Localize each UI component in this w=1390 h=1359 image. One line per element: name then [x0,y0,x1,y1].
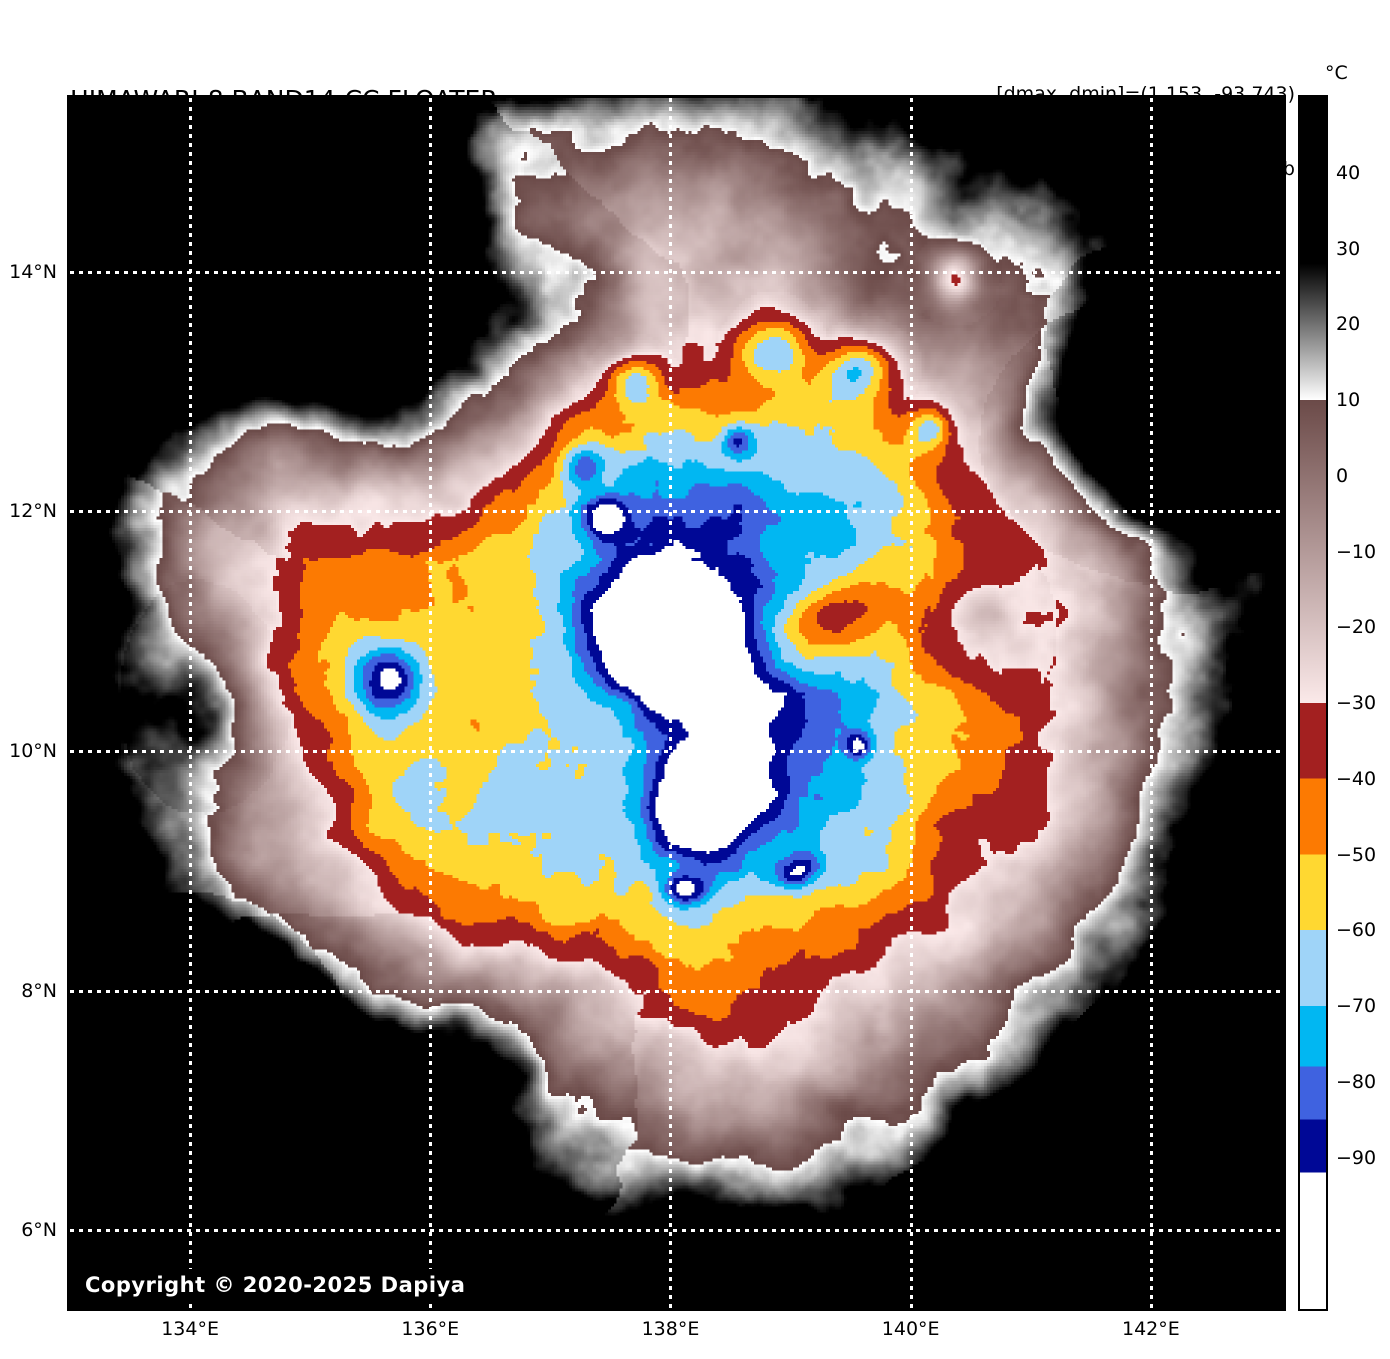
colorbar-tick-30: 30 [1336,237,1361,260]
x-tick-label-134: 134°E [161,1318,219,1340]
temperature-colorbar[interactable] [1298,95,1328,1311]
satellite-image-plot[interactable]: Copyright © 2020-2025 Dapiya [67,95,1286,1311]
copyright-banner: Copyright © 2020-2025 Dapiya [75,1269,476,1302]
colorbar-unit-label: °C [1325,62,1348,84]
colorbar-gradient [1300,97,1326,1309]
y-tick-label-8: 8°N [21,979,57,1002]
colorbar-tick--60: −60 [1336,919,1377,942]
x-tick-label-140: 140°E [881,1318,940,1340]
y-tick-label-14: 14°N [9,260,57,283]
x-tick-label-136: 136°E [401,1318,460,1340]
colorbar-tick--10: −10 [1336,540,1377,563]
y-tick-label-6: 6°N [21,1219,57,1242]
colorbar-tick-20: 20 [1336,313,1361,336]
colorbar-tick-0: 0 [1336,464,1349,487]
colorbar-tick--20: −20 [1336,616,1377,639]
colorbar-tick--50: −50 [1336,843,1377,866]
colorbar-tick--30: −30 [1336,692,1377,714]
x-tick-label-142: 142°E [1122,1318,1180,1340]
colorbar-tick--80: −80 [1336,1070,1377,1093]
colorbar-tick-10: 10 [1336,389,1361,411]
x-tick-label-138: 138°E [641,1318,700,1340]
colorbar-tick--90: −90 [1336,1146,1377,1169]
infrared-heatmap-canvas [70,98,1283,1308]
colorbar-tick-40: 40 [1336,161,1361,184]
colorbar-tick--70: −70 [1336,995,1377,1017]
y-tick-label-12: 12°N [9,500,57,523]
y-tick-label-10: 10°N [9,739,57,762]
colorbar-tick--40: −40 [1336,767,1377,790]
